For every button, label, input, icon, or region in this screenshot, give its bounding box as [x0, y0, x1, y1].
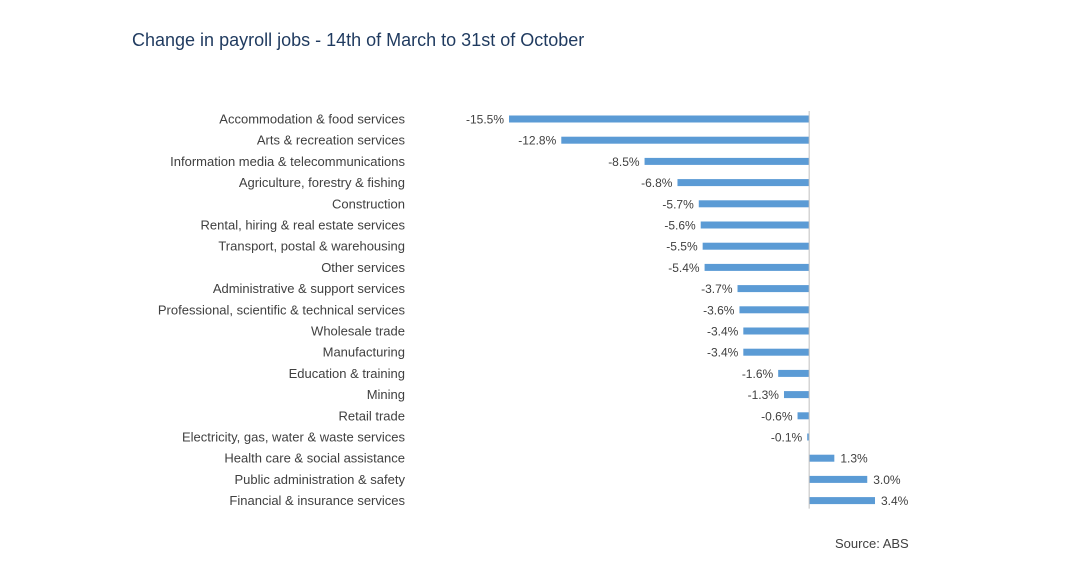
data-label: -5.4%	[668, 261, 700, 275]
data-label: -3.6%	[703, 303, 735, 317]
data-label: -5.6%	[664, 219, 696, 233]
bar	[743, 348, 810, 356]
bar	[739, 306, 810, 314]
bar	[644, 157, 810, 165]
category-label: Professional, scientific & technical ser…	[158, 302, 406, 317]
bar	[704, 263, 810, 271]
bar	[509, 115, 810, 123]
category-label: Electricity, gas, water & waste services	[182, 430, 405, 445]
data-label: 3.0%	[873, 473, 901, 487]
category-label: Construction	[332, 196, 405, 211]
bar	[698, 200, 810, 208]
bar	[702, 242, 810, 250]
bar	[807, 433, 810, 441]
data-label: -1.6%	[742, 367, 774, 381]
category-label: Arts & recreation services	[257, 133, 406, 148]
category-label: Health care & social assistance	[224, 451, 405, 466]
bar	[809, 497, 875, 505]
category-label: Financial & insurance services	[229, 493, 405, 508]
bar	[783, 391, 810, 399]
chart-title: Change in payroll jobs - 14th of March t…	[132, 30, 585, 50]
bar	[809, 454, 835, 462]
data-label: 3.4%	[881, 494, 909, 508]
data-label: -0.1%	[771, 431, 803, 445]
data-label: -3.4%	[707, 325, 739, 339]
chart-source: Source: ABS	[835, 536, 909, 551]
data-label: -6.8%	[641, 176, 673, 190]
category-label: Mining	[367, 387, 405, 402]
category-label: Accommodation & food services	[219, 112, 405, 127]
category-label: Other services	[321, 260, 405, 275]
bar	[700, 221, 810, 229]
bar	[677, 179, 810, 187]
bar	[778, 369, 810, 377]
data-label: -12.8%	[518, 134, 556, 148]
data-label: -0.6%	[761, 409, 793, 423]
category-label: Manufacturing	[323, 345, 405, 360]
category-label: Agriculture, forestry & fishing	[239, 175, 405, 190]
category-label: Public administration & safety	[234, 472, 405, 487]
bar	[809, 475, 868, 483]
data-label: -15.5%	[466, 113, 504, 127]
bar	[797, 412, 810, 420]
category-label: Wholesale trade	[311, 324, 405, 339]
category-label: Information media & telecommunications	[170, 154, 405, 169]
data-label: -8.5%	[608, 155, 640, 169]
category-label: Education & training	[289, 366, 405, 381]
bar	[737, 285, 810, 293]
category-label: Retail trade	[339, 408, 405, 423]
bar	[743, 327, 810, 335]
category-label: Administrative & support services	[213, 281, 406, 296]
category-label: Transport, postal & warehousing	[218, 239, 405, 254]
bar	[561, 136, 810, 144]
data-label: -3.4%	[707, 346, 739, 360]
data-label: 1.3%	[840, 452, 868, 466]
data-label: -5.5%	[666, 240, 698, 254]
category-label: Rental, hiring & real estate services	[201, 218, 406, 233]
data-label: -1.3%	[748, 388, 780, 402]
data-label: -3.7%	[701, 282, 733, 296]
data-label: -5.7%	[662, 197, 694, 211]
